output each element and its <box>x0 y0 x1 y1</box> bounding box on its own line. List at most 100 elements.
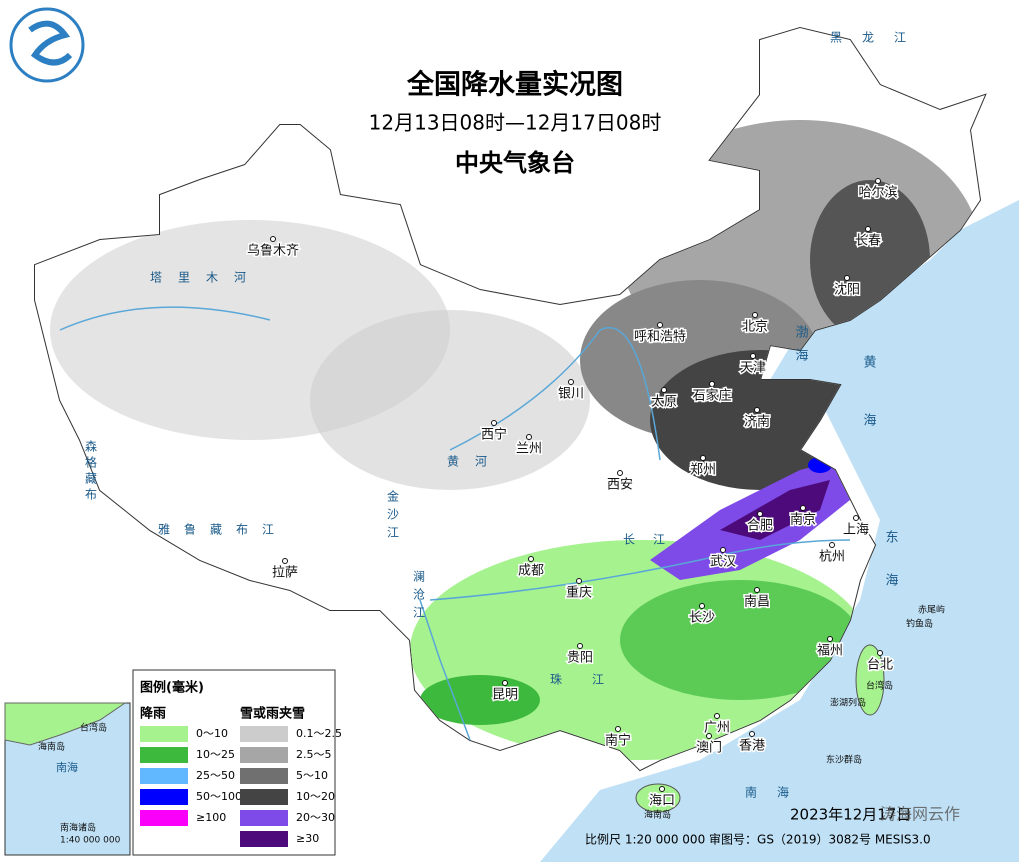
legend-swatch <box>140 726 188 742</box>
city-label: 西宁 <box>481 427 507 443</box>
inset-label: 南海 <box>56 760 78 774</box>
river-label: 澜沧江 <box>412 570 426 624</box>
rain-heavy <box>808 457 832 473</box>
sea-label: 东海 <box>883 530 899 616</box>
subtitle: 12月13日08时—12月17日08时 <box>369 111 662 135</box>
city-dot <box>714 713 720 719</box>
city-label: 成都 <box>518 564 544 579</box>
city-label: 西安 <box>607 478 633 493</box>
river-label: 珠江 <box>550 673 634 687</box>
city-label: 海口 <box>649 794 675 809</box>
scale: 比例尺 1:20 000 000 审图号：GS（2019）3082号 MESIS… <box>585 832 931 847</box>
island-label: 海南岛 <box>644 809 671 821</box>
legend-swatch <box>140 789 188 805</box>
island-label: 澎湖列岛 <box>830 697 866 709</box>
title: 全国降水量实况图 <box>406 69 623 101</box>
legend-swatch <box>240 726 288 742</box>
city-label: 兰州 <box>516 442 542 457</box>
city-dot <box>853 515 859 521</box>
sea-label: 渤海 <box>793 324 809 371</box>
city-label: 南昌 <box>744 594 770 610</box>
city-label: 乌鲁木齐 <box>247 243 299 259</box>
island-label: 钓鱼岛 <box>906 618 933 630</box>
island-label: 赤尾屿 <box>918 605 945 616</box>
city-label: 哈尔滨 <box>858 185 897 201</box>
city-label: 台北 <box>867 658 893 673</box>
rain-mid <box>620 580 860 700</box>
city-dot <box>528 556 534 562</box>
logo-mark <box>28 20 73 66</box>
legend-label: 5～10 <box>296 769 328 782</box>
city-label: 广州 <box>704 721 730 736</box>
city-label: 长春 <box>855 234 881 249</box>
legend-swatch <box>240 831 288 847</box>
city-label: 北京 <box>742 320 768 335</box>
date: 2023年12月17日 <box>790 806 911 824</box>
hainan <box>635 783 681 813</box>
city-dot <box>750 353 756 359</box>
city-dot <box>568 379 574 385</box>
city-label: 济南 <box>744 414 770 430</box>
city-label: 拉萨 <box>272 566 298 581</box>
rain-mid <box>420 675 540 725</box>
river-label: 雅鲁藏布江 <box>158 522 288 537</box>
city-dot <box>827 636 833 642</box>
city-dot <box>754 407 760 413</box>
city-dot <box>700 455 706 461</box>
city-dot <box>709 381 715 387</box>
city-dot <box>800 505 806 511</box>
inset-label: 南海诸岛 <box>60 822 96 834</box>
city-label: 银川 <box>558 387 584 402</box>
legend-swatch <box>140 768 188 784</box>
inset-label: 1:40 000 000 <box>60 836 121 846</box>
river-label: 塔里木河 <box>150 271 262 285</box>
legend-swatch <box>140 747 188 763</box>
city-dot <box>844 275 850 281</box>
legend-title: 图例(毫米) <box>140 680 204 696</box>
city-dot <box>865 226 871 232</box>
city-label: 长沙 <box>689 611 715 626</box>
watermark: 涛海网云作 <box>880 805 960 824</box>
city-dot <box>661 387 667 393</box>
city-dot <box>577 643 583 649</box>
city-label: 武汉 <box>710 555 736 570</box>
city-label: 沈阳 <box>834 283 860 298</box>
legend-label: 20～30 <box>296 811 335 824</box>
river-label: 黑龙江 <box>830 31 926 45</box>
city-label: 福州 <box>817 644 843 659</box>
legend-label: 10～20 <box>296 790 335 803</box>
sea-label: 黄海 <box>861 355 877 471</box>
legend-label: 2.5～5 <box>296 748 332 761</box>
city-dot <box>706 733 712 739</box>
city-label: 杭州 <box>819 550 845 565</box>
city-label: 重庆 <box>566 585 592 601</box>
city-label: 天津 <box>740 361 766 376</box>
river-label: 森格藏布 <box>84 439 98 504</box>
city-label: 香港 <box>739 739 765 754</box>
snow-light <box>310 310 590 490</box>
publisher: 中央气象台 <box>455 149 575 177</box>
city-dot <box>699 603 705 609</box>
city-dot <box>749 731 755 737</box>
sea-label: 南海 <box>745 785 809 800</box>
city-dot <box>829 542 835 548</box>
legend-label: 0.1～2.5 <box>296 727 342 740</box>
legend-rain-title: 降雨 <box>140 706 166 722</box>
city-dot <box>491 420 497 426</box>
city-label: 澳门 <box>696 740 722 756</box>
legend-label: 50～100 <box>196 790 242 803</box>
city-dot <box>752 312 758 318</box>
river-label: 金沙江 <box>386 489 400 544</box>
city-dot <box>576 578 582 584</box>
legend-swatch <box>240 768 288 784</box>
city-dot <box>502 680 508 686</box>
snow-darkpurple <box>720 480 830 540</box>
city-label: 贵阳 <box>567 651 593 666</box>
legend-label: ≥30 <box>296 832 319 845</box>
city-dot <box>617 470 623 476</box>
city-dot <box>875 178 881 184</box>
legend-swatch <box>140 810 188 826</box>
legend-label: ≥100 <box>196 811 226 824</box>
island-label: 东沙群岛 <box>826 754 862 766</box>
